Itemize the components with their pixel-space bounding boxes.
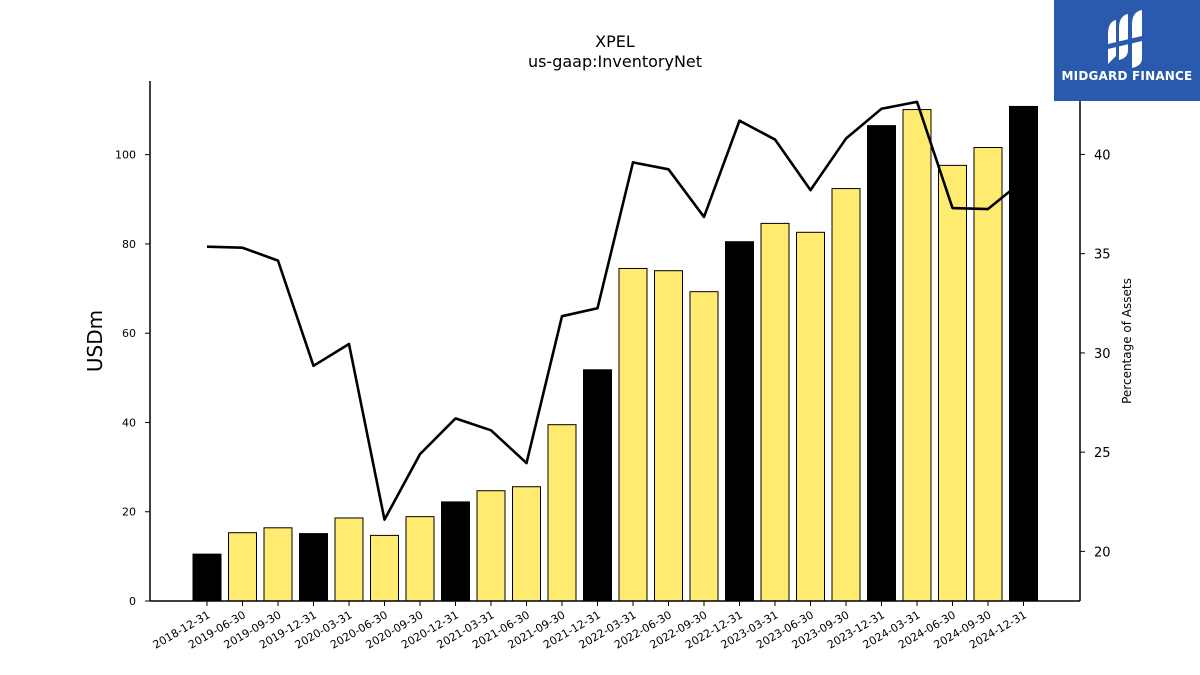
left-tick-label: 80 (122, 238, 136, 251)
bar-2023-09-30 (831, 188, 861, 602)
bar-2020-12-31 (441, 501, 470, 602)
bar-2020-09-30 (405, 516, 435, 602)
left-tick-label: 100 (115, 149, 136, 162)
bar-2021-03-31 (476, 490, 506, 602)
bar-2020-03-31 (334, 517, 364, 602)
bar-2024-09-30 (973, 147, 1003, 602)
line-layer (206, 100, 1025, 521)
left-tick-label: 60 (122, 327, 136, 340)
right-tick-label: 30 (1094, 347, 1111, 362)
y-axis-label: USDm (83, 310, 107, 372)
bar-2020-06-30 (370, 534, 399, 602)
logo-text: MIDGARD FINANCE (1061, 69, 1193, 83)
bar-2024-06-30 (938, 164, 967, 602)
right-tick-label: 25 (1094, 446, 1111, 461)
right-tick-label: 35 (1094, 248, 1111, 263)
bar-2019-09-30 (263, 527, 293, 602)
left-tick-label: 0 (129, 595, 136, 608)
bar-2019-06-30 (228, 532, 257, 602)
bars-layer (192, 105, 1038, 602)
chart-subtitle: us-gaap:InventoryNet (527, 52, 703, 71)
percentage-of-assets-line (206, 100, 1025, 521)
bar-2018-12-31 (192, 553, 222, 602)
bar-2022-03-31 (618, 267, 648, 602)
bar-2022-12-31 (725, 241, 754, 602)
midgard-finance-logo: MIDGARD FINANCE (1054, 0, 1200, 101)
right-tick-label: 20 (1094, 545, 1111, 560)
midgard-logo-icon (1108, 10, 1142, 68)
bar-2021-06-30 (512, 486, 541, 602)
bar-2023-06-30 (796, 231, 825, 602)
bar-2022-09-30 (689, 291, 719, 602)
axes-layer (145, 81, 1085, 606)
chart-title: XPEL (595, 32, 635, 51)
left-tick-label: 40 (122, 416, 136, 429)
bar-2024-03-31 (902, 109, 932, 602)
bar-2021-12-31 (583, 369, 612, 602)
bar-2019-12-31 (299, 533, 328, 602)
bar-2022-06-30 (654, 270, 683, 602)
bar-2023-03-31 (760, 222, 790, 602)
right-tick-label: 40 (1094, 148, 1111, 163)
bar-2023-12-31 (867, 125, 896, 602)
y2-axis-label: Percentage of Assets (1120, 278, 1134, 404)
bar-2021-09-30 (547, 424, 577, 602)
left-tick-label: 20 (122, 506, 136, 519)
